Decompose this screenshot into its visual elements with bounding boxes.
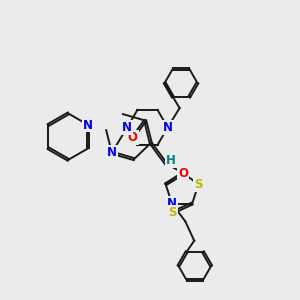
Text: O: O <box>128 131 138 144</box>
Text: O: O <box>178 167 188 180</box>
Text: N: N <box>107 146 117 159</box>
Text: N: N <box>163 121 173 134</box>
Text: N: N <box>167 197 177 210</box>
Text: N: N <box>83 118 93 131</box>
Text: H: H <box>166 154 176 167</box>
Text: S: S <box>194 178 203 191</box>
Text: S: S <box>169 206 177 219</box>
Text: N: N <box>122 121 132 134</box>
